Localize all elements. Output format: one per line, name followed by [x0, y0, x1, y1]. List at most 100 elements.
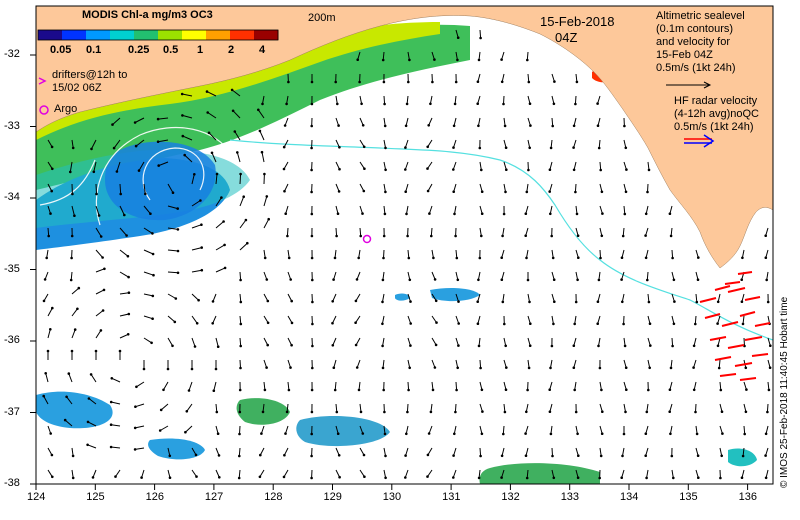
velocity-arrow-head — [239, 278, 242, 282]
velocity-arrow-head — [238, 410, 242, 414]
velocity-arrow-head — [89, 373, 93, 376]
velocity-arrow-shaft — [719, 381, 722, 391]
velocity-arrow-head — [358, 80, 361, 84]
velocity-arrow-shaft — [717, 293, 721, 302]
velocity-arrow-head — [71, 192, 74, 196]
axis-ticks — [30, 54, 749, 490]
velocity-arrow-head — [745, 388, 748, 391]
velocity-arrow-shaft — [623, 161, 627, 170]
velocity-arrow-shaft — [743, 403, 747, 412]
velocity-arrow-head — [311, 366, 314, 370]
velocity-arrow-head — [125, 234, 128, 237]
altimetry-arrow-icon — [666, 81, 712, 89]
velocity-arrow-shaft — [332, 293, 337, 302]
velocity-arrow-head — [526, 58, 529, 62]
velocity-arrow-head — [168, 454, 172, 458]
velocity-arrow-shaft — [383, 95, 386, 105]
velocity-arrow-head — [477, 58, 481, 62]
velocity-arrow-shaft — [71, 329, 76, 339]
velocity-arrow-shaft — [115, 469, 121, 477]
velocity-arrow-shaft — [452, 161, 457, 170]
velocity-arrow-shaft — [215, 469, 220, 478]
velocity-arrow-head — [479, 366, 482, 370]
colorbar-tick-label: 0.5 — [163, 44, 179, 56]
velocity-arrow-head — [457, 322, 461, 325]
velocity-arrow-shaft — [234, 131, 241, 141]
colorbar-segment — [134, 30, 159, 40]
velocity-arrow-head — [337, 190, 341, 193]
altimetry-legend: Altimetric sealevel (0.1m contours) and … — [656, 10, 745, 75]
velocity-arrow-head — [477, 476, 481, 480]
velocity-arrow-head — [173, 320, 177, 324]
velocity-arrow-head — [426, 167, 429, 170]
velocity-arrow-head — [310, 476, 313, 480]
velocity-arrow-shaft — [135, 425, 145, 429]
velocity-arrow-head — [505, 168, 508, 171]
velocity-arrow-shaft — [359, 117, 364, 126]
velocity-arrow-shaft — [93, 161, 97, 172]
velocity-arrow-head — [457, 300, 460, 303]
velocity-arrow-head — [528, 102, 532, 105]
velocity-arrow-head — [70, 234, 74, 238]
velocity-arrow-shaft — [599, 249, 601, 259]
velocity-arrow-head — [599, 256, 602, 260]
velocity-arrow-head — [524, 234, 527, 237]
velocity-arrow-head — [502, 102, 505, 106]
velocity-arrow-shaft — [647, 337, 651, 346]
velocity-arrow-shaft — [669, 403, 673, 412]
velocity-arrow-shaft — [549, 205, 553, 214]
velocity-arrow-shaft — [239, 337, 242, 347]
velocity-arrow-head — [50, 145, 54, 149]
velocity-arrow-shaft — [526, 183, 529, 192]
velocity-arrow-shaft — [597, 95, 601, 104]
velocity-arrow-shaft — [111, 424, 121, 427]
velocity-arrow-shaft — [551, 469, 555, 478]
velocity-arrow-head — [311, 322, 314, 326]
velocity-arrow-shaft — [47, 205, 51, 214]
velocity-arrow-head — [476, 80, 480, 83]
velocity-arrow-head — [528, 146, 531, 150]
velocity-arrow-head — [337, 124, 340, 127]
velocity-arrow-head — [206, 111, 209, 114]
velocity-arrow-head — [152, 273, 155, 277]
latitude-label: -36 — [4, 334, 20, 346]
longitude-label: 132 — [501, 491, 520, 503]
longitude-label: 127 — [204, 491, 224, 503]
velocity-arrow-head — [287, 388, 291, 392]
velocity-arrow-shaft — [134, 117, 145, 123]
south-patch-4 — [148, 438, 205, 460]
velocity-arrow-head — [623, 124, 626, 128]
velocity-arrow-shaft — [597, 315, 601, 324]
velocity-arrow-head — [551, 454, 554, 458]
hf-radar-legend: HF radar velocity (4-12h avg)noQC 0.5m/s… — [674, 95, 759, 134]
velocity-arrow-shaft — [45, 373, 49, 383]
velocity-arrow-shaft — [382, 271, 385, 280]
velocity-arrow-shaft — [671, 337, 674, 347]
velocity-arrow-shaft — [623, 205, 626, 215]
velocity-arrow-shaft — [743, 425, 746, 435]
velocity-arrow-head — [336, 432, 340, 436]
velocity-arrow-head — [576, 234, 580, 237]
velocity-arrow-shaft — [359, 183, 365, 192]
velocity-arrow-head — [500, 476, 503, 479]
velocity-arrow-head — [694, 322, 697, 326]
velocity-arrow-shaft — [333, 359, 337, 368]
velocity-arrow-head — [548, 388, 551, 392]
velocity-arrow-shaft — [143, 271, 154, 276]
velocity-arrow-head — [244, 218, 248, 222]
velocity-arrow-shaft — [335, 117, 340, 126]
velocity-arrow-shaft — [283, 447, 289, 456]
velocity-arrow-head — [740, 476, 744, 480]
velocity-arrow-shaft — [453, 183, 457, 192]
latitude-label: -37 — [4, 405, 20, 418]
velocity-arrow-head — [246, 241, 249, 245]
velocity-arrow-head — [552, 476, 556, 480]
velocity-arrow-head — [310, 146, 313, 150]
velocity-arrow-shaft — [765, 249, 769, 258]
velocity-arrow-head — [434, 343, 438, 347]
velocity-arrow-head — [384, 454, 387, 458]
velocity-arrow-head — [720, 454, 723, 458]
velocity-arrow-shaft — [138, 161, 145, 171]
velocity-arrow-shaft — [119, 183, 122, 195]
velocity-arrow-shaft — [119, 227, 127, 236]
